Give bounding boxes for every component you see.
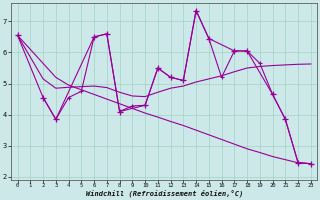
X-axis label: Windchill (Refroidissement éolien,°C): Windchill (Refroidissement éolien,°C) <box>85 190 243 197</box>
